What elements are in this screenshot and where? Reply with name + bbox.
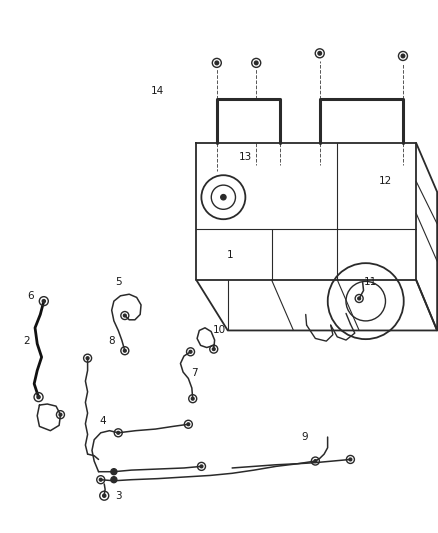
- Text: 9: 9: [301, 432, 308, 442]
- Circle shape: [358, 297, 360, 300]
- Circle shape: [42, 300, 46, 303]
- Circle shape: [349, 458, 352, 461]
- Text: 8: 8: [108, 336, 115, 346]
- Circle shape: [117, 431, 120, 434]
- Circle shape: [401, 54, 405, 58]
- Circle shape: [254, 61, 258, 64]
- Circle shape: [111, 469, 117, 475]
- Text: 14: 14: [151, 86, 164, 95]
- Circle shape: [189, 350, 192, 353]
- Circle shape: [212, 348, 215, 351]
- Text: 11: 11: [364, 278, 377, 287]
- Text: 2: 2: [23, 336, 30, 346]
- Text: 3: 3: [115, 491, 122, 500]
- Circle shape: [221, 195, 226, 200]
- Circle shape: [200, 465, 203, 468]
- Text: 13: 13: [239, 152, 252, 162]
- Circle shape: [111, 477, 117, 483]
- Text: 10: 10: [212, 326, 226, 335]
- Circle shape: [215, 61, 219, 64]
- Text: 12: 12: [379, 176, 392, 186]
- Text: 5: 5: [115, 278, 122, 287]
- Circle shape: [318, 52, 321, 55]
- Text: 7: 7: [191, 368, 198, 378]
- Circle shape: [124, 349, 126, 352]
- Circle shape: [191, 397, 194, 400]
- Text: 6: 6: [27, 291, 34, 301]
- Circle shape: [37, 395, 40, 399]
- Circle shape: [102, 494, 106, 497]
- Circle shape: [124, 314, 126, 317]
- Circle shape: [59, 413, 62, 416]
- Circle shape: [86, 357, 89, 360]
- Circle shape: [187, 423, 190, 426]
- Text: 1: 1: [226, 250, 233, 260]
- Circle shape: [314, 459, 317, 463]
- Circle shape: [99, 478, 102, 481]
- Text: 4: 4: [99, 416, 106, 426]
